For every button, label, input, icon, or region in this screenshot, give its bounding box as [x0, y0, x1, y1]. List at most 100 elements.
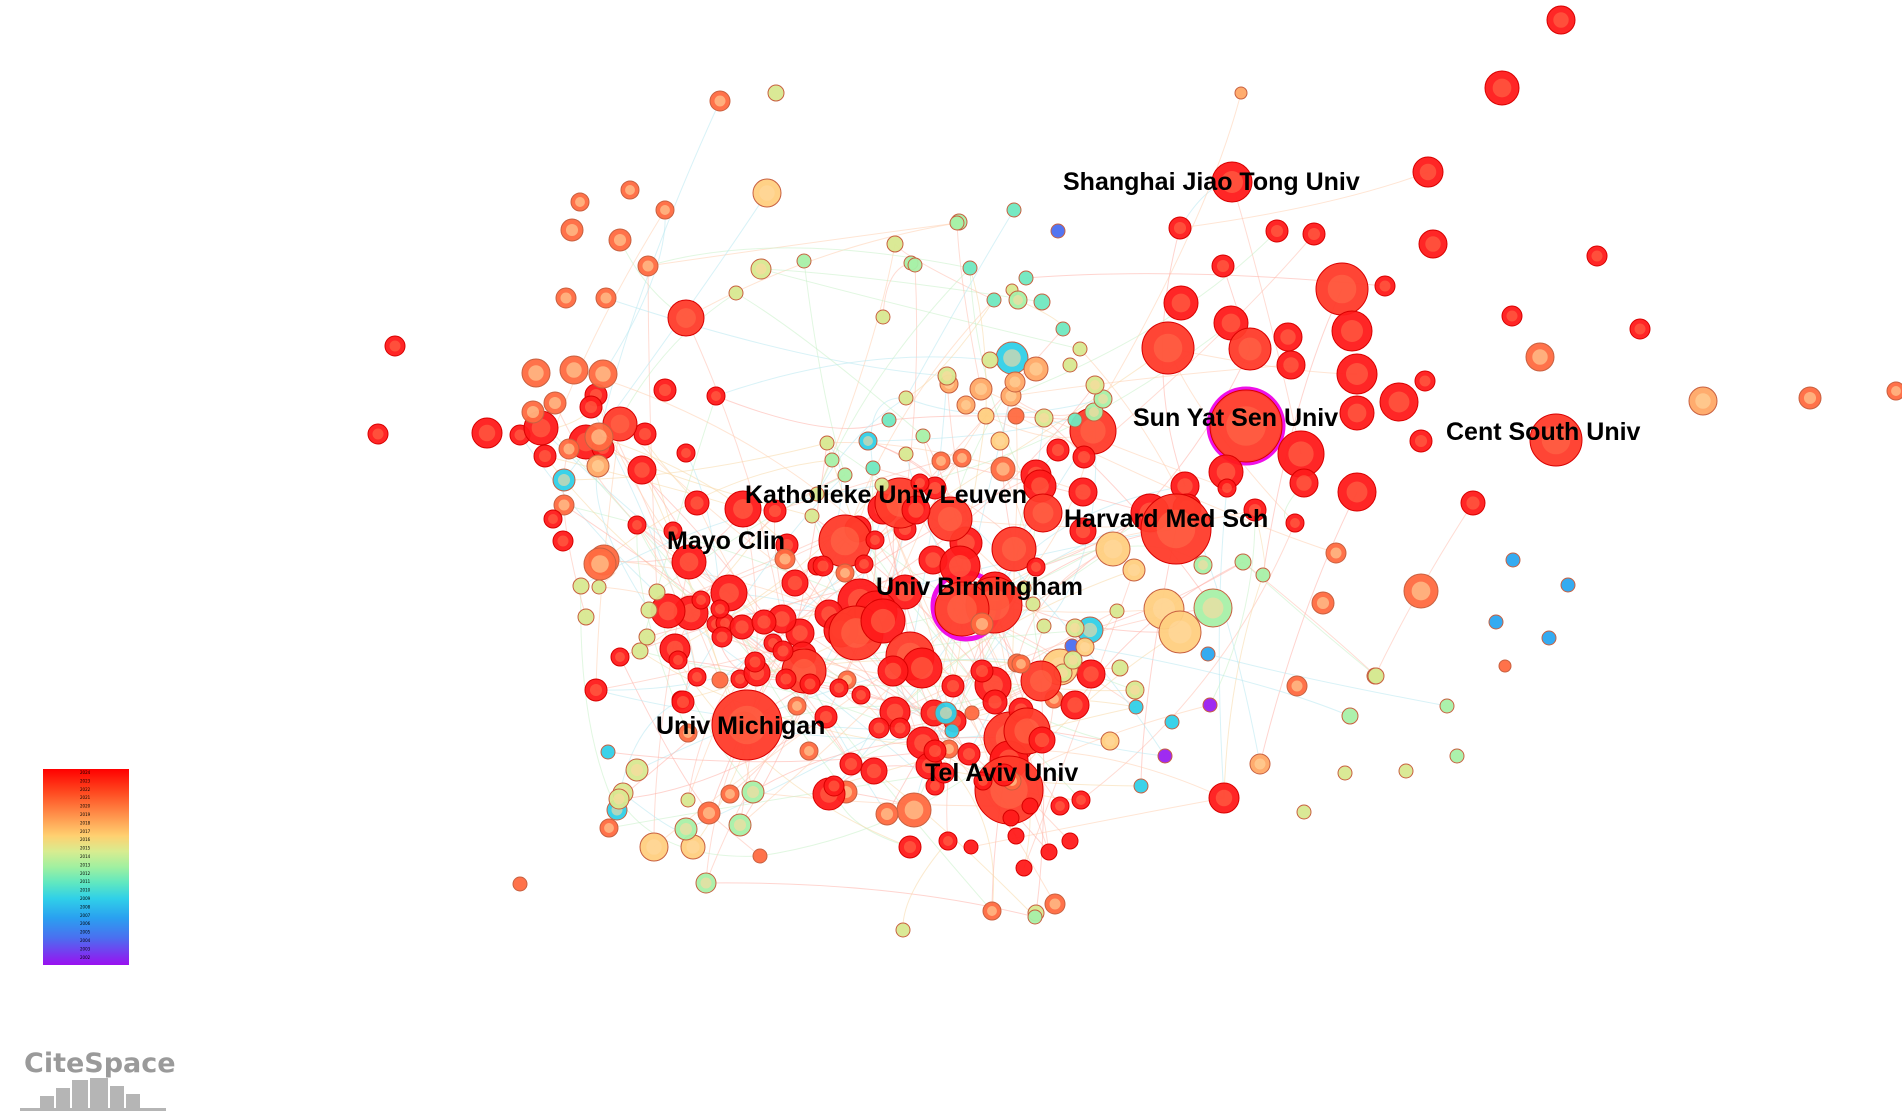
node-core	[625, 185, 635, 195]
node-core	[1238, 337, 1262, 361]
network-edge	[1207, 653, 1448, 707]
node-core	[1082, 622, 1098, 638]
node-core	[1307, 227, 1321, 241]
institution-node	[915, 428, 931, 444]
node-core	[870, 535, 880, 545]
node-core	[1492, 78, 1512, 98]
node-core	[1075, 523, 1091, 539]
node-core	[1553, 12, 1569, 28]
node-core	[995, 436, 1005, 446]
legend-year-label: 2012	[80, 871, 91, 876]
network-edge	[760, 268, 1081, 350]
network-edge	[994, 701, 1166, 757]
network-edge	[739, 508, 758, 826]
node-core	[834, 683, 844, 693]
institution-node	[1498, 659, 1512, 673]
network-edge	[1259, 491, 1358, 765]
label-harvard-med-sch: Harvard Med Sch	[1064, 505, 1268, 533]
node-core	[1034, 732, 1050, 748]
institution-node	[1255, 567, 1271, 583]
institution-node	[809, 486, 825, 502]
node-core	[1049, 898, 1061, 910]
node-core	[895, 582, 915, 602]
node-core	[1202, 597, 1224, 619]
node-core	[563, 443, 575, 455]
node-core	[1127, 563, 1141, 577]
node-core	[880, 807, 894, 821]
node-core	[531, 418, 551, 438]
node-core	[725, 789, 735, 799]
network-edge	[647, 222, 958, 267]
legend-year-label: 2019	[80, 812, 91, 817]
node-core	[1215, 789, 1233, 807]
institution-node	[1157, 748, 1173, 764]
legend-year-label: 2024	[80, 770, 91, 775]
network-edge	[905, 397, 1104, 415]
institution-node	[572, 577, 590, 595]
node-core	[749, 656, 761, 668]
node-core	[591, 429, 607, 445]
node-core	[690, 496, 704, 510]
node-core	[1156, 509, 1196, 549]
node-core	[997, 768, 1011, 782]
institution-node	[1033, 293, 1051, 311]
node-core	[921, 758, 937, 774]
label-mayo-clin: Mayo Clin	[667, 527, 785, 555]
network-edge	[598, 436, 788, 546]
network-edge	[724, 528, 906, 624]
node-core	[604, 823, 614, 833]
node-core	[1327, 274, 1357, 304]
node-core	[928, 481, 942, 495]
node-core	[1055, 801, 1065, 811]
institution-node	[1202, 697, 1218, 713]
node-core	[1080, 418, 1106, 444]
node-core	[804, 746, 814, 756]
node-core	[1068, 655, 1078, 665]
node-core	[904, 800, 924, 820]
node-core	[915, 478, 925, 488]
node-layer	[367, 5, 1902, 938]
node-core	[1291, 680, 1303, 692]
node-core	[634, 462, 650, 478]
network-edge	[1084, 646, 1351, 717]
node-core	[779, 553, 791, 565]
node-core	[1173, 221, 1187, 235]
network-edge	[816, 397, 907, 495]
institution-labels: Shanghai Jiao Tong Univ Sun Yat Sen Univ…	[656, 168, 1641, 787]
node-core	[1346, 481, 1368, 503]
node-core	[894, 722, 906, 734]
node-core	[996, 462, 1010, 476]
node-core	[1051, 443, 1065, 457]
node-core	[1080, 642, 1090, 652]
network-edge	[1016, 548, 1114, 664]
network-edge	[1010, 230, 1278, 397]
institution-node	[962, 260, 978, 276]
legend-year-label: 2011	[80, 879, 91, 884]
node-core	[548, 514, 558, 524]
node-core	[780, 538, 794, 552]
legend-year-label: 2002	[80, 955, 91, 960]
node-core	[988, 695, 1002, 709]
node-core	[591, 555, 609, 573]
node-core	[557, 535, 569, 547]
network-edge	[741, 626, 847, 793]
node-core	[692, 672, 702, 682]
network-edge	[677, 659, 911, 848]
node-core	[642, 260, 654, 272]
institution-node	[898, 446, 914, 462]
institution-node	[1398, 763, 1414, 779]
institution-node	[819, 435, 835, 451]
network-edge	[607, 748, 950, 763]
institution-node	[964, 705, 980, 721]
network-edge	[619, 656, 710, 814]
node-core	[1591, 250, 1603, 262]
institution-node	[1337, 765, 1353, 781]
label-univ-birmingham: Univ Birmingham	[876, 573, 1083, 601]
label-tel-aviv-univ: Tel Aviv Univ	[925, 759, 1078, 787]
network-edge	[598, 100, 721, 438]
legend-year-label: 2017	[80, 829, 91, 834]
network-edge	[618, 798, 761, 857]
institution-node	[1341, 707, 1359, 725]
node-core	[949, 555, 971, 577]
